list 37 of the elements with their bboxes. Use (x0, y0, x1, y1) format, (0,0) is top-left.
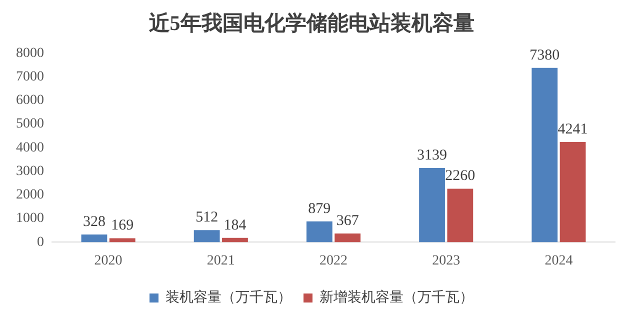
data-label: 367 (336, 212, 360, 229)
data-label: 879 (308, 200, 331, 217)
data-label: 7380 (530, 47, 560, 64)
y-tick-label: 7000 (16, 69, 44, 84)
y-tick-label: 2000 (16, 188, 44, 203)
data-label: 328 (82, 214, 106, 230)
y-tick-label: 0 (37, 234, 44, 250)
x-tick-label: 2024 (544, 253, 573, 268)
bar (222, 238, 248, 242)
bar (447, 188, 474, 242)
bar (334, 234, 361, 242)
data-label: 4241 (558, 121, 588, 138)
y-tick-label: 8000 (16, 46, 44, 61)
x-tick-label: 2022 (320, 253, 348, 268)
chart-title: 近5年我国电化学储能电站装机容量 (148, 11, 474, 36)
legend-label: 装机容量（万千瓦） (166, 290, 292, 306)
y-tick-label: 4000 (16, 140, 44, 156)
bar (532, 68, 558, 242)
bar (306, 221, 332, 242)
bar (560, 142, 586, 242)
bar (194, 230, 220, 242)
y-tick-label: 5000 (16, 116, 44, 132)
data-label: 512 (196, 210, 218, 226)
data-label: 3139 (417, 147, 448, 164)
bar (81, 234, 108, 242)
x-tick-label: 2021 (206, 253, 235, 268)
x-tick-label: 2023 (432, 253, 460, 268)
y-tick-label: 6000 (16, 93, 44, 108)
bar (419, 168, 445, 242)
y-tick-label: 3000 (16, 164, 44, 179)
x-tick-label: 2020 (94, 253, 122, 268)
data-label: 2260 (445, 168, 476, 184)
legend-label: 新增装机容量（万千瓦） (320, 290, 474, 306)
y-tick-label: 1000 (16, 211, 44, 226)
bar (109, 238, 136, 242)
data-label: 169 (111, 218, 134, 234)
data-label: 184 (224, 217, 247, 234)
